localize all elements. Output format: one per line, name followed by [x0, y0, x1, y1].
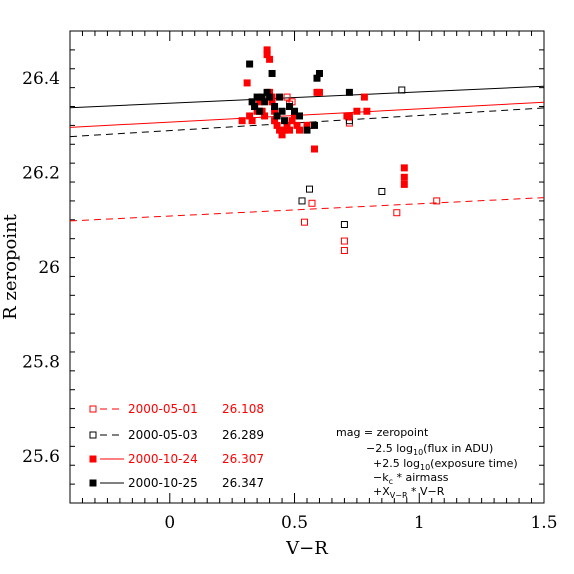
point-2000-10-25 [345, 88, 353, 96]
point-2000-05-01 [393, 209, 401, 217]
x-axis-title: V−R [285, 538, 328, 559]
point-2000-10-25 [246, 60, 254, 68]
point-2000-10-24 [261, 112, 269, 120]
point-2000-10-25 [281, 117, 289, 125]
point-2000-10-24 [286, 126, 294, 134]
point-2000-05-03 [378, 187, 386, 195]
point-2000-10-24 [400, 164, 408, 172]
tick-labels: 0 0.5 1 1.5 25.6 25.8 26 26.2 26.4 [22, 69, 557, 533]
point-2000-05-01 [345, 119, 353, 127]
legend-entry-2000-05-01: 2000-05-01 26.108 [89, 402, 264, 416]
axis-ticks [69, 30, 545, 504]
point-2000-10-25 [256, 107, 264, 115]
point-2000-05-01 [340, 246, 348, 254]
formula-line-4: −kc * airmass [373, 471, 449, 486]
y-tick-label: 26.2 [22, 164, 60, 184]
legend-zeropoint: 26.347 [222, 476, 264, 490]
point-2000-05-03 [298, 197, 306, 205]
fit-lines [69, 85, 545, 222]
y-axis-title: R zeropoint [0, 213, 21, 320]
formula-annotation: mag = zeropoint −2.5 log10(flux in ADU) … [336, 426, 518, 500]
point-2000-05-03 [398, 86, 406, 94]
legend-marker [89, 431, 97, 439]
data-points [238, 46, 441, 254]
formula-line-1: mag = zeropoint [336, 426, 429, 439]
legend-zeropoint: 26.307 [222, 452, 264, 466]
fit-line-2000-05-01 [69, 197, 545, 222]
y-tick-label: 26 [38, 258, 60, 278]
point-2000-10-25 [315, 69, 323, 77]
point-2000-10-24 [363, 107, 371, 115]
y-tick-label: 26.4 [22, 69, 60, 89]
point-2000-10-24 [238, 117, 246, 125]
point-2000-10-24 [266, 55, 274, 63]
formula-line-5: +XV−R * V−R [373, 485, 445, 500]
formula-line-2: −2.5 log10(flux in ADU) [366, 442, 493, 457]
x-tick-label: 1 [414, 513, 425, 533]
point-2000-10-25 [261, 98, 269, 106]
point-2000-10-24 [353, 107, 361, 115]
legend-entry-2000-05-03: 2000-05-03 26.289 [89, 428, 264, 442]
legend-label: 2000-10-24 [128, 452, 198, 466]
point-2000-10-24 [400, 173, 408, 181]
point-2000-10-24 [345, 112, 353, 120]
point-2000-10-24 [243, 79, 251, 87]
point-2000-05-01 [340, 237, 348, 245]
legend-label: 2000-05-03 [128, 428, 198, 442]
legend-entry-2000-10-25: 2000-10-25 26.347 [89, 476, 264, 490]
point-2000-05-03 [305, 185, 313, 193]
legend-marker [89, 479, 97, 487]
legend-label: 2000-05-01 [128, 402, 198, 416]
legend-marker [89, 405, 97, 413]
legend-zeropoint: 26.289 [222, 428, 264, 442]
point-2000-10-25 [303, 126, 311, 134]
legend: 2000-05-01 26.108 2000-05-03 26.289 2000-10-… [89, 402, 264, 490]
legend-zeropoint: 26.108 [222, 402, 264, 416]
x-tick-label: 0 [164, 513, 175, 533]
legend-label: 2000-10-25 [128, 476, 198, 490]
y-tick-label: 25.8 [22, 352, 60, 372]
point-2000-10-24 [310, 145, 318, 153]
point-2000-05-01 [433, 197, 441, 205]
point-2000-05-01 [308, 199, 316, 207]
point-2000-10-25 [268, 69, 276, 77]
point-2000-05-03 [340, 221, 348, 229]
legend-entry-2000-10-24: 2000-10-24 26.307 [89, 452, 264, 466]
point-2000-10-24 [315, 88, 323, 96]
point-2000-10-25 [266, 93, 274, 101]
point-2000-10-24 [248, 117, 256, 125]
fit-line-2000-10-24 [69, 101, 545, 128]
point-2000-10-25 [251, 103, 259, 111]
x-tick-label: 1.5 [530, 513, 557, 533]
point-2000-05-01 [301, 218, 309, 226]
point-2000-10-25 [271, 103, 279, 111]
point-2000-10-24 [296, 126, 304, 134]
point-2000-10-25 [286, 103, 294, 111]
point-2000-10-24 [400, 180, 408, 188]
y-tick-label: 25.6 [22, 447, 60, 467]
point-2000-10-25 [310, 121, 318, 129]
point-2000-10-25 [273, 112, 281, 120]
fit-line-2000-10-25 [69, 85, 545, 109]
legend-marker [89, 455, 97, 463]
point-2000-10-25 [278, 107, 286, 115]
point-2000-10-25 [291, 107, 299, 115]
formula-line-3: +2.5 log10(exposure time) [373, 457, 518, 472]
point-2000-10-25 [296, 112, 304, 120]
point-2000-10-25 [276, 93, 284, 101]
point-2000-05-01 [283, 93, 291, 101]
point-2000-10-24 [360, 93, 368, 101]
x-tick-label: 0.5 [281, 513, 308, 533]
